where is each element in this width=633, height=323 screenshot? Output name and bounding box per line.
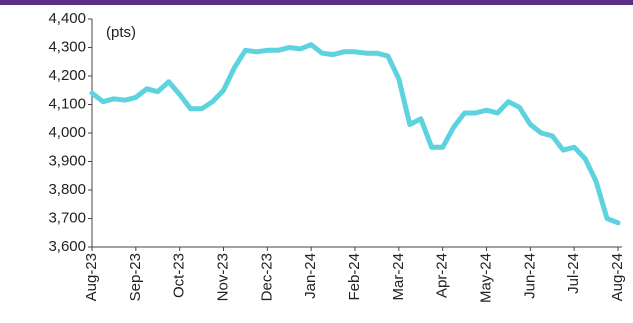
x-tick-label: Jul-24 <box>565 253 582 294</box>
x-tick-label: Feb-24 <box>346 253 363 301</box>
unit-label: (pts) <box>106 24 136 41</box>
x-tick-label: Apr-24 <box>434 253 451 298</box>
x-tick-label: Jun-24 <box>521 253 538 299</box>
x-tick-label: Oct-23 <box>171 253 188 298</box>
x-tick-label: Dec-23 <box>258 253 275 301</box>
x-tick-label: Jan-24 <box>302 253 319 299</box>
x-tick-label: Aug-23 <box>83 253 100 301</box>
y-tick-label: 4,400 <box>48 10 86 27</box>
y-tick-label: 4,200 <box>48 67 86 84</box>
top-bar <box>0 0 633 5</box>
x-tick-label: Aug-24 <box>609 253 626 301</box>
line <box>89 42 621 226</box>
x-tick-label: May-24 <box>477 253 494 303</box>
x-tick-label: Nov-23 <box>214 253 231 301</box>
y-tick-label: 3,900 <box>48 152 86 169</box>
x-tick-label: Mar-24 <box>390 253 407 301</box>
x-tick-label: Sep-23 <box>127 253 144 301</box>
y-tick-label: 3,800 <box>48 181 86 198</box>
y-tick-label: 4,300 <box>48 38 86 55</box>
y-tick-label: 3,700 <box>48 209 86 226</box>
y-tick-label: 4,000 <box>48 124 86 141</box>
y-tick-label: 3,600 <box>48 238 86 255</box>
y-tick-label: 4,100 <box>48 95 86 112</box>
